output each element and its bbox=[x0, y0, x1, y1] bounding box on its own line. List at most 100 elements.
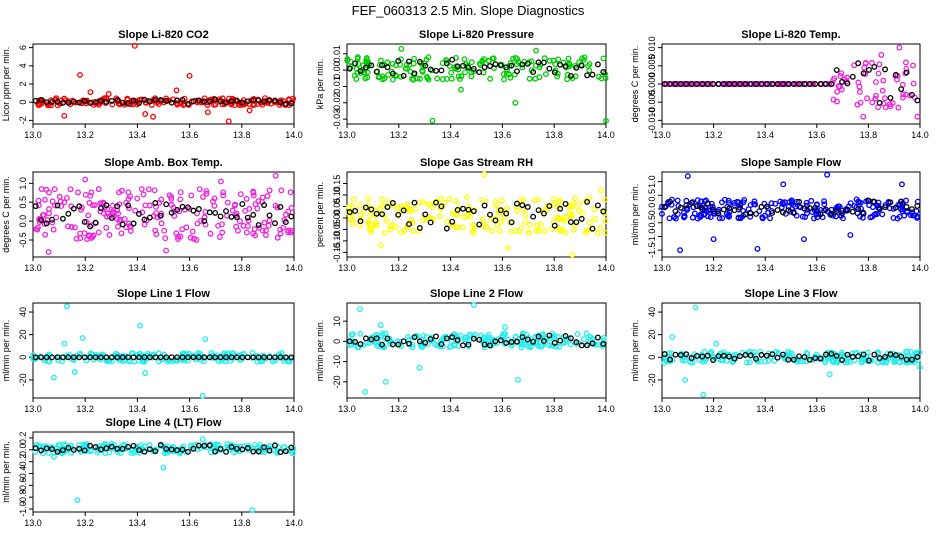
data-point bbox=[872, 95, 879, 102]
data-point bbox=[583, 330, 590, 337]
data-point bbox=[427, 336, 434, 343]
data-point bbox=[862, 59, 869, 66]
x-tick-label: 13.6 bbox=[181, 130, 199, 140]
data-point bbox=[212, 209, 219, 216]
data-point bbox=[769, 351, 776, 358]
data-point bbox=[560, 216, 567, 222]
data-point bbox=[416, 364, 423, 371]
data-point bbox=[449, 56, 456, 63]
x-tick-label: 13.2 bbox=[76, 518, 94, 528]
data-point bbox=[710, 357, 717, 363]
data-point bbox=[177, 196, 184, 203]
data-point bbox=[481, 64, 488, 71]
data-point bbox=[686, 81, 693, 87]
data-point bbox=[61, 112, 68, 119]
data-point bbox=[412, 205, 419, 212]
data-point bbox=[579, 209, 586, 216]
data-point bbox=[908, 356, 915, 363]
data-point bbox=[179, 203, 186, 210]
data-point bbox=[266, 212, 273, 219]
data-point bbox=[876, 99, 883, 106]
data-point bbox=[233, 214, 240, 221]
data-point bbox=[67, 186, 74, 193]
data-point bbox=[494, 222, 501, 229]
data-point bbox=[526, 75, 533, 82]
data-point bbox=[237, 191, 244, 198]
data-point bbox=[416, 225, 423, 231]
data-point bbox=[77, 71, 83, 78]
y-tick-label: 1.0 bbox=[18, 177, 28, 190]
data-point bbox=[497, 207, 504, 214]
data-point bbox=[50, 453, 57, 460]
data-point bbox=[860, 351, 867, 358]
data-point bbox=[118, 187, 125, 194]
x-tick-label: 13.0 bbox=[24, 404, 42, 414]
data-point bbox=[362, 388, 369, 395]
data-point bbox=[903, 91, 910, 98]
data-point bbox=[834, 88, 841, 95]
x-tick-label: 13.8 bbox=[545, 263, 563, 273]
data-point bbox=[163, 247, 170, 254]
data-point bbox=[499, 197, 505, 204]
x-tick-label: 13.8 bbox=[233, 518, 251, 528]
data-point bbox=[458, 86, 464, 93]
data-point bbox=[707, 214, 714, 221]
data-point bbox=[811, 215, 817, 222]
data-point bbox=[586, 61, 593, 67]
data-point bbox=[751, 198, 758, 205]
y-tick-label: -20 bbox=[332, 375, 342, 388]
data-point bbox=[677, 204, 684, 211]
data-point bbox=[95, 186, 102, 193]
data-point bbox=[377, 322, 384, 329]
data-point bbox=[594, 61, 601, 68]
x-tick-label: 14.0 bbox=[597, 404, 615, 414]
data-point bbox=[735, 215, 742, 222]
data-point bbox=[569, 251, 576, 258]
data-point bbox=[92, 444, 99, 450]
data-point bbox=[51, 202, 58, 209]
data-point bbox=[487, 211, 493, 218]
chart-panel-3: Slope Li-820 Temp. degrees C per min. 13.0… bbox=[630, 29, 929, 140]
data-point bbox=[174, 207, 181, 213]
data-point bbox=[190, 354, 197, 361]
data-point bbox=[49, 354, 55, 361]
data-point bbox=[796, 81, 803, 87]
data-point bbox=[146, 202, 153, 209]
data-point bbox=[244, 223, 251, 230]
x-tick-label: 13.0 bbox=[338, 404, 356, 414]
data-point bbox=[119, 445, 126, 452]
data-point bbox=[130, 354, 137, 361]
data-point bbox=[817, 355, 824, 362]
data-point bbox=[551, 195, 557, 202]
data-point bbox=[195, 206, 202, 212]
data-point bbox=[524, 204, 531, 210]
data-point bbox=[368, 336, 375, 343]
data-point bbox=[77, 235, 84, 242]
data-point bbox=[81, 354, 88, 361]
data-point bbox=[554, 70, 561, 77]
data-point bbox=[130, 97, 137, 104]
y-axis-label: degrees C per min. bbox=[630, 46, 640, 123]
data-point bbox=[146, 446, 153, 453]
data-point bbox=[244, 214, 251, 221]
data-point bbox=[910, 62, 916, 69]
data-point bbox=[460, 62, 466, 69]
data-point bbox=[373, 342, 380, 349]
data-point bbox=[662, 354, 669, 361]
data-point bbox=[406, 61, 413, 68]
data-point bbox=[195, 97, 202, 104]
data-point bbox=[114, 97, 121, 103]
x-tick-label: 13.8 bbox=[860, 263, 878, 273]
data-point bbox=[373, 222, 380, 229]
data-point bbox=[349, 338, 356, 345]
data-point bbox=[663, 81, 670, 87]
data-point bbox=[73, 235, 80, 242]
data-point bbox=[556, 343, 563, 350]
data-point bbox=[713, 340, 720, 347]
data-point bbox=[250, 211, 257, 218]
data-point bbox=[425, 54, 432, 61]
data-point bbox=[379, 73, 386, 80]
data-point bbox=[546, 332, 553, 339]
data-point bbox=[821, 198, 828, 205]
data-point bbox=[188, 192, 195, 199]
